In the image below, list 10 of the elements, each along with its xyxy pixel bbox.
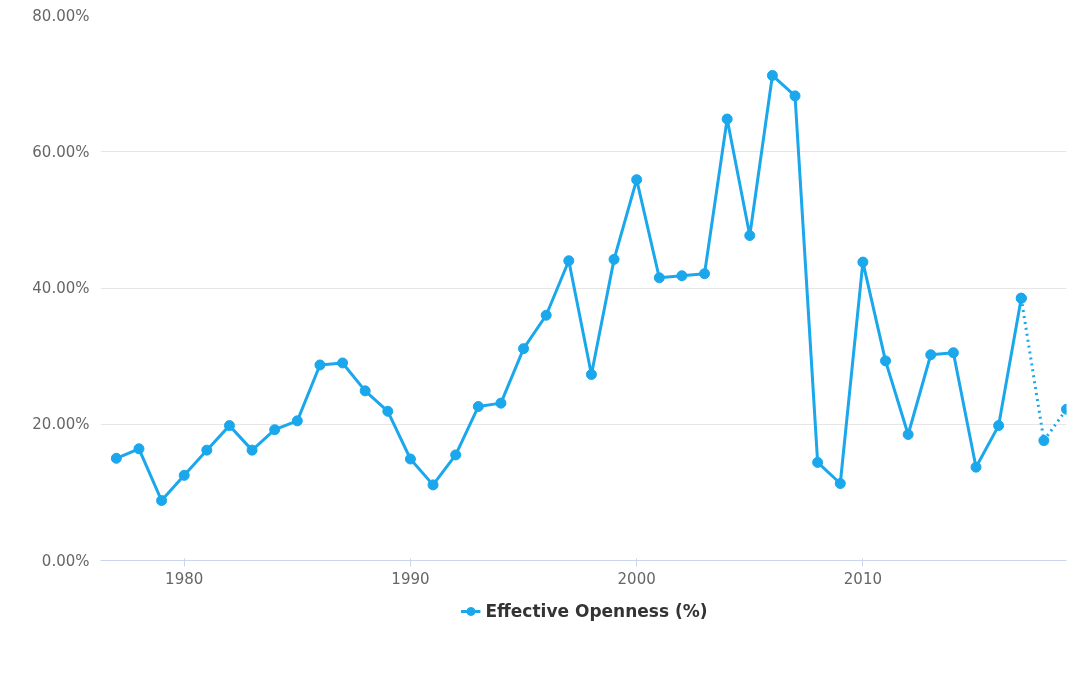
x-tick-label: 1990 [391,569,430,588]
x-tick-label: 2010 [843,569,882,588]
x-tick-label: 1980 [165,569,204,588]
y-tick-label: 60.00% [32,142,90,161]
y-tick-label: 80.00% [32,6,90,25]
y-tick-label: 20.00% [32,415,90,434]
x-tick-label: 2000 [617,569,656,588]
y-tick-label: 0.00% [41,551,90,570]
legend-label: Effective Openness (%) [485,601,708,621]
y-tick-label: 40.00% [32,279,90,297]
